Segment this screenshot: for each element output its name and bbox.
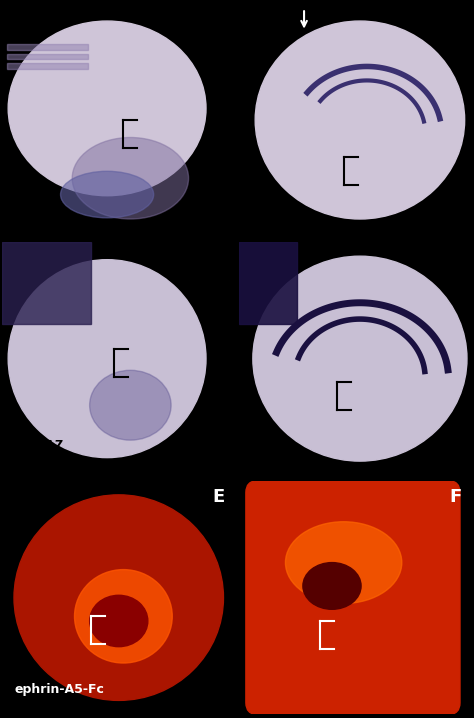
Bar bbox=[7, 54, 89, 60]
Ellipse shape bbox=[90, 595, 148, 647]
FancyBboxPatch shape bbox=[246, 481, 460, 714]
Ellipse shape bbox=[255, 21, 465, 219]
Text: B: B bbox=[448, 11, 462, 29]
Bar bbox=[2, 242, 91, 324]
Ellipse shape bbox=[14, 495, 223, 700]
Text: A: A bbox=[212, 11, 226, 29]
Ellipse shape bbox=[303, 563, 361, 610]
Ellipse shape bbox=[8, 260, 206, 457]
Text: C: C bbox=[212, 250, 226, 268]
Text: EphA7: EphA7 bbox=[18, 439, 64, 452]
Ellipse shape bbox=[61, 172, 154, 218]
Text: EphA4: EphA4 bbox=[18, 200, 64, 213]
Ellipse shape bbox=[285, 522, 402, 603]
Bar bbox=[7, 45, 89, 50]
Text: E: E bbox=[213, 488, 225, 506]
Text: ephrin-A5-Fc: ephrin-A5-Fc bbox=[14, 683, 104, 696]
Ellipse shape bbox=[90, 370, 171, 440]
Bar bbox=[7, 63, 89, 69]
Ellipse shape bbox=[72, 137, 189, 219]
Ellipse shape bbox=[8, 21, 206, 196]
Text: F: F bbox=[449, 488, 462, 506]
Ellipse shape bbox=[74, 569, 172, 663]
Ellipse shape bbox=[253, 256, 467, 461]
Text: D: D bbox=[448, 250, 463, 268]
Bar bbox=[239, 242, 297, 324]
